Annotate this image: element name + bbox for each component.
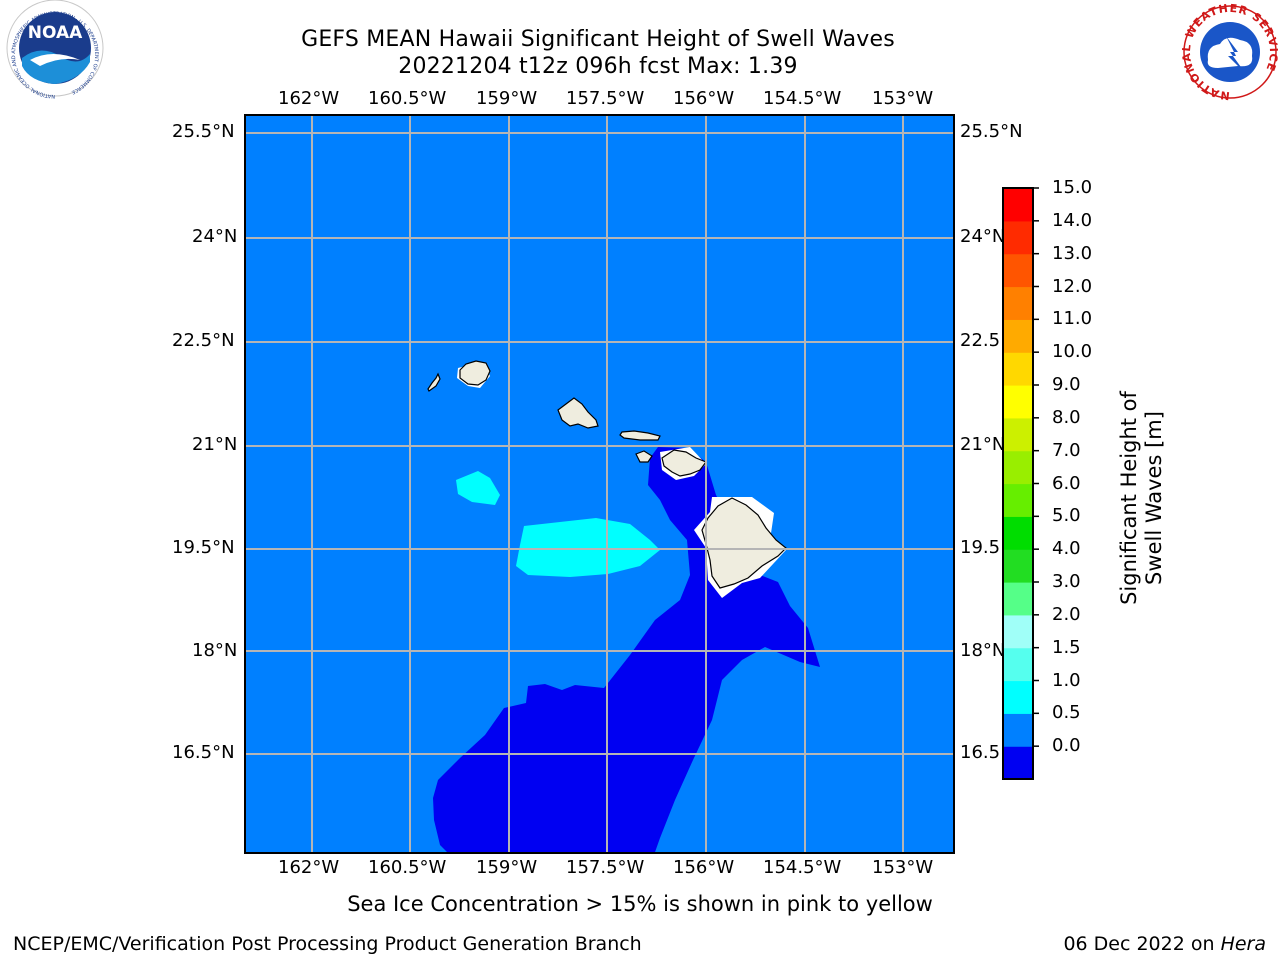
lon-label-bottom: 162°W xyxy=(278,857,340,878)
noaa-logo-text: NOAA xyxy=(28,23,83,43)
island-kauai xyxy=(459,360,491,386)
sea-ice-note: Sea Ice Concentration > 15% is shown in … xyxy=(347,892,933,916)
colorbar-segment xyxy=(1003,385,1033,419)
lon-label-bottom: 154.5°W xyxy=(763,857,842,878)
lat-label-left: 25.5°N xyxy=(172,121,235,142)
swell-zone-high-a xyxy=(516,518,660,577)
colorbar-tick-marks xyxy=(1033,187,1039,747)
colorbar-segment xyxy=(1003,680,1033,714)
lon-label-top: 156°W xyxy=(673,88,735,109)
lon-label-top: 162°W xyxy=(278,88,340,109)
lat-label-left: 24°N xyxy=(192,226,238,247)
swell-zone-high-b xyxy=(456,471,500,505)
colorbar-segment xyxy=(1003,483,1033,517)
lat-label-right: 24°N xyxy=(960,226,1006,247)
lat-label-right: 18°N xyxy=(960,640,1006,661)
colorbar-segment xyxy=(1003,319,1033,353)
lon-label-bottom: 153°W xyxy=(872,857,934,878)
colorbar-tick-label: 11.0 xyxy=(1052,308,1093,330)
map-gridlines xyxy=(245,115,954,853)
colorbar-segment xyxy=(1003,417,1033,452)
lon-label-bottom: 156°W xyxy=(673,857,735,878)
lat-label-left: 18°N xyxy=(192,640,238,661)
map-frame xyxy=(244,114,955,854)
island-lanai xyxy=(635,450,653,463)
colorbar-segment xyxy=(1003,582,1033,616)
colorbar xyxy=(1003,188,1033,780)
lon-label-top: 153°W xyxy=(872,88,934,109)
noaa-logo: NOAA NATIONAL OCEANIC AND ATMOSPHERIC AD… xyxy=(6,0,104,99)
lon-label-bottom: 157.5°W xyxy=(566,857,645,878)
lon-label-top: 157.5°W xyxy=(566,88,645,109)
footer-date-text: 06 Dec 2022 on xyxy=(1063,933,1221,955)
lat-label-left: 22.5°N xyxy=(172,330,235,351)
colorbar-segment xyxy=(1003,549,1033,583)
colorbar-tick-label: 5.0 xyxy=(1052,505,1081,527)
lon-label-top: 154.5°W xyxy=(763,88,842,109)
colorbar-tick-label: 1.5 xyxy=(1052,636,1081,658)
island-oahu xyxy=(557,397,599,429)
lon-label-bottom: 159°W xyxy=(476,857,538,878)
colorbar-tick-label: 14.0 xyxy=(1052,209,1093,231)
lat-label-right: 25.5°N xyxy=(960,121,1023,142)
colorbar-segment xyxy=(1003,746,1033,780)
lat-label-right: 22.5 xyxy=(960,330,1001,351)
chart-subtitle: 20221204 t12z 096h fcst Max: 1.39 xyxy=(398,54,798,79)
colorbar-segment xyxy=(1003,352,1033,386)
colorbar-tick-label: 1.0 xyxy=(1052,669,1081,691)
colorbar-tick-label: 10.0 xyxy=(1052,341,1093,363)
footer-date: 06 Dec 2022 on Hera xyxy=(1063,933,1266,955)
colorbar-segment xyxy=(1003,713,1033,747)
colorbar-tick-label: 0.5 xyxy=(1052,702,1081,724)
colorbar-tick-label: 4.0 xyxy=(1052,538,1081,560)
colorbar-segment xyxy=(1003,188,1033,222)
footer-host: Hera xyxy=(1220,933,1266,955)
island-molokai xyxy=(619,430,661,441)
colorbar-tick-label: 6.0 xyxy=(1052,472,1081,494)
colorbar-tick-label: 12.0 xyxy=(1052,275,1093,297)
footer-credit: NCEP/EMC/Verification Post Processing Pr… xyxy=(13,933,642,955)
colorbar-axis-label: Significant Height of Swell Waves [m] xyxy=(1117,391,1166,605)
lon-label-bottom: 160.5°W xyxy=(368,857,447,878)
colorbar-segment xyxy=(1003,253,1033,288)
colorbar-segment xyxy=(1003,450,1033,485)
island-niihau xyxy=(427,372,441,392)
colorbar-tick-label: 15.0 xyxy=(1052,177,1093,198)
island-maui xyxy=(661,449,707,477)
colorbar-tick-label: 13.0 xyxy=(1052,242,1093,264)
islands xyxy=(427,360,787,589)
lat-label-left: 16.5°N xyxy=(172,742,235,763)
lat-label-right: 21°N xyxy=(960,434,1006,455)
lon-label-top: 159°W xyxy=(476,88,538,109)
nws-logo: NATIONAL WEATHER SERVICE xyxy=(1180,2,1279,102)
lat-label-right: 16.5 xyxy=(960,742,1001,763)
island-hawaii xyxy=(701,497,787,589)
colorbar-tick-label: 8.0 xyxy=(1052,406,1081,428)
colorbar-tick-label: 7.0 xyxy=(1052,439,1081,461)
colorbar-tick-label: 9.0 xyxy=(1052,374,1081,395)
colorbar-tick-label: 2.0 xyxy=(1052,603,1081,625)
colorbar-segment xyxy=(1003,286,1033,320)
chart-title: GEFS MEAN Hawaii Significant Height of S… xyxy=(301,27,895,52)
lon-label-top: 160.5°W xyxy=(368,88,447,109)
lat-label-left: 21°N xyxy=(192,434,238,455)
colorbar-segment xyxy=(1003,647,1033,682)
colorbar-segment xyxy=(1003,614,1033,649)
colorbar-tick-label: 0.0 xyxy=(1052,735,1081,757)
lat-label-right: 19.5 xyxy=(960,537,1001,558)
colorbar-segment xyxy=(1003,516,1033,550)
colorbar-tick-label: 3.0 xyxy=(1052,571,1081,592)
lat-label-left: 19.5°N xyxy=(172,537,235,558)
colorbar-segment xyxy=(1003,220,1033,255)
